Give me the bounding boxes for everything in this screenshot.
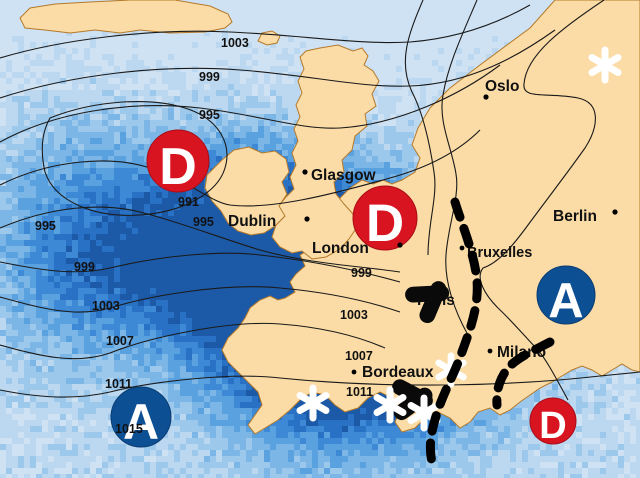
svg-text:999: 999: [74, 260, 95, 274]
svg-text:A: A: [548, 274, 583, 328]
svg-text:Oslo: Oslo: [485, 78, 519, 95]
svg-text:1007: 1007: [106, 334, 134, 348]
svg-text:999: 999: [199, 70, 220, 84]
svg-text:1003: 1003: [221, 36, 249, 50]
svg-text:1011: 1011: [346, 385, 373, 399]
svg-text:D: D: [539, 405, 566, 447]
svg-text:Dublin: Dublin: [228, 213, 276, 230]
svg-text:991: 991: [178, 195, 199, 209]
svg-text:995: 995: [193, 215, 214, 229]
svg-text:Berlin: Berlin: [553, 208, 597, 225]
svg-text:995: 995: [35, 219, 56, 233]
svg-text:D: D: [159, 138, 197, 196]
svg-text:1011: 1011: [105, 377, 132, 391]
svg-text:1003: 1003: [340, 308, 368, 322]
svg-text:Glasgow: Glasgow: [311, 167, 377, 184]
svg-text:London: London: [312, 240, 369, 257]
svg-text:Bordeaux: Bordeaux: [362, 364, 434, 381]
svg-text:995: 995: [199, 108, 220, 122]
svg-text:1015: 1015: [115, 422, 143, 436]
svg-text:999: 999: [351, 266, 372, 280]
svg-text:1003: 1003: [92, 299, 120, 313]
svg-text:1007: 1007: [345, 349, 373, 363]
